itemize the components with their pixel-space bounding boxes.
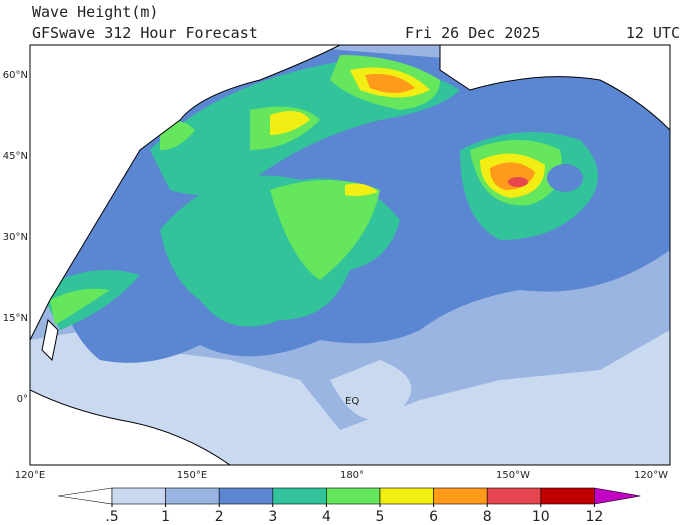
colorbar-label: 8 <box>483 509 492 525</box>
colorbar-segment <box>218 487 274 505</box>
lat-label: 15°N <box>3 313 28 324</box>
colorbar-label: 4 <box>322 509 331 525</box>
lat-label: 60°N <box>3 70 28 81</box>
colorbar-segment <box>111 487 166 505</box>
equator-label: EQ <box>345 396 359 407</box>
title: Wave Height(m) <box>32 3 158 21</box>
lon-label: 180° <box>340 470 364 481</box>
colorbar-label: .5 <box>105 509 118 525</box>
wave-field <box>30 45 670 465</box>
colorbar-segment <box>540 487 595 505</box>
lat-label: 0° <box>17 394 28 405</box>
colorbar: .5 1 2 3 4 5 6 8 10 12 <box>57 487 641 525</box>
lon-label: 150°W <box>496 470 530 481</box>
colorbar-segment <box>433 487 488 505</box>
colorbar-segment <box>486 487 542 505</box>
lon-label: 150°E <box>177 470 207 481</box>
map: EQ <box>29 44 671 466</box>
axis-labels: 60°N 45°N 30°N 15°N 0° 120°E 150°E 180° 150°W 120… <box>3 70 668 481</box>
date: Fri 26 Dec 2025 <box>405 24 540 42</box>
colorbar-label: 3 <box>268 509 277 525</box>
colorbar-segment <box>165 487 220 505</box>
colorbar-segment <box>326 487 381 505</box>
lon-label: 120°W <box>634 470 668 481</box>
lat-label: 30°N <box>3 232 28 243</box>
subtitle: GFSwave 312 Hour Forecast <box>32 24 258 42</box>
colorbar-segment <box>272 487 327 505</box>
time: 12 UTC <box>626 24 680 42</box>
lat-label: 45°N <box>3 151 28 162</box>
colorbar-label: 6 <box>429 509 438 525</box>
map-frame <box>29 44 671 466</box>
lon-label: 120°E <box>15 470 45 481</box>
colorbar-label: 5 <box>376 509 385 525</box>
colorbar-label: 10 <box>532 509 550 525</box>
colorbar-segment <box>379 487 434 505</box>
colorbar-min <box>57 487 113 505</box>
colorbar-label: 2 <box>215 509 224 525</box>
colorbar-label: 1 <box>161 509 170 525</box>
colorbar-max <box>594 487 641 505</box>
colorbar-label: 12 <box>585 509 603 525</box>
